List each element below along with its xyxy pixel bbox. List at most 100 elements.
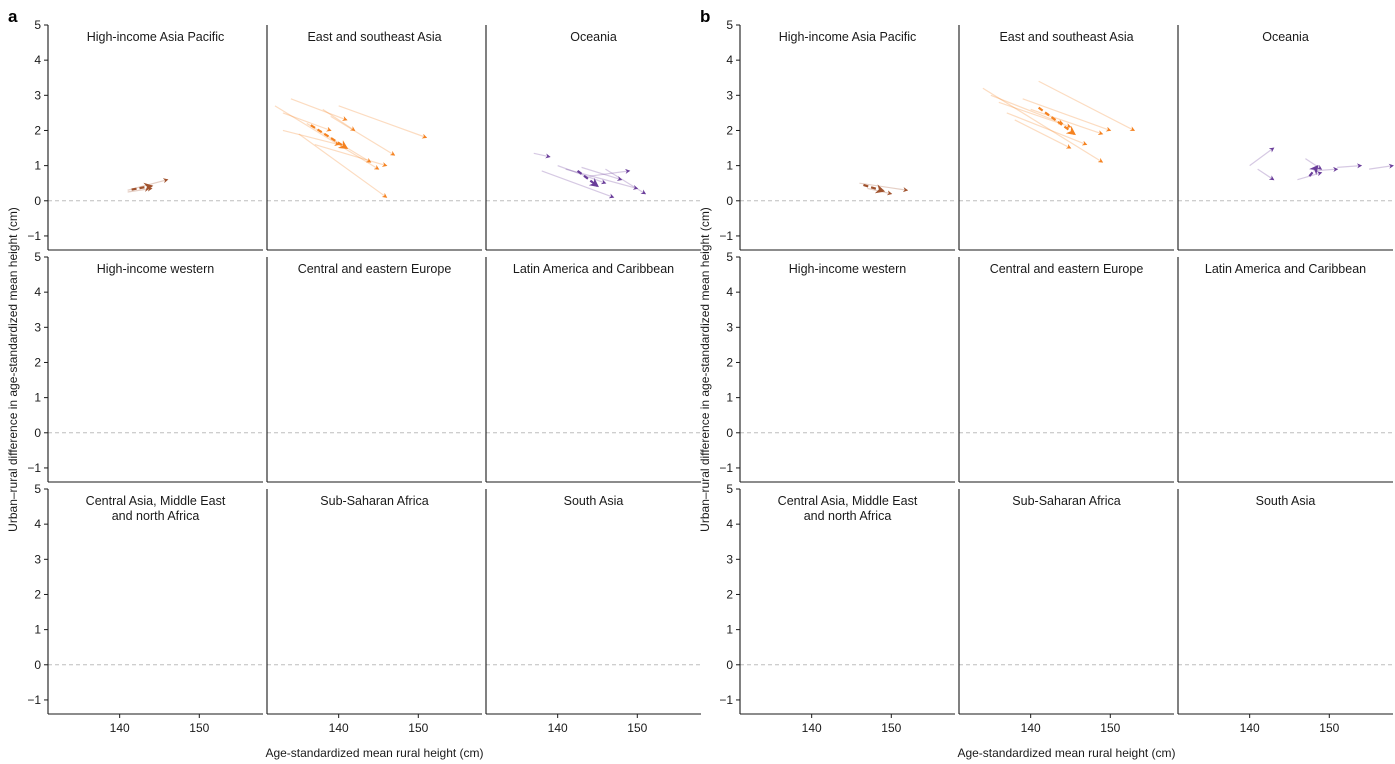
y-tick-label: 1 (726, 391, 733, 405)
country-trajectory (314, 143, 388, 167)
x-axis-label: Age-standardized mean rural height (cm) (957, 746, 1175, 760)
x-tick-label: 150 (1100, 721, 1120, 735)
y-tick-label: 4 (726, 53, 733, 67)
y-tick-label: 3 (34, 552, 41, 566)
panel-oceania: Oceania (485, 25, 701, 251)
country-trajectory (274, 105, 380, 170)
y-tick-label: 1 (726, 623, 733, 637)
y-tick-label: 3 (726, 320, 733, 334)
panel-title: Sub-Saharan Africa (1012, 494, 1120, 508)
panel-title: Central and eastern Europe (298, 262, 452, 276)
country-trajectory (282, 112, 332, 132)
panel-title: High-income Asia Pacific (779, 30, 917, 44)
panel-title: and north Africa (112, 509, 200, 523)
country-trajectory (322, 108, 356, 132)
y-tick-label: −1 (719, 461, 733, 475)
y-tick-label: 1 (34, 391, 41, 405)
country-trajectory (290, 98, 348, 121)
panel-title: Oceania (1262, 30, 1309, 44)
regional-trajectory (576, 170, 599, 188)
country-trajectory (1305, 158, 1323, 170)
y-tick-label: 2 (34, 123, 41, 137)
y-tick-label: 1 (34, 623, 41, 637)
y-tick-label: −1 (719, 229, 733, 243)
panel-oceania: Oceania (1177, 25, 1394, 251)
x-tick-label: 150 (408, 721, 428, 735)
x-tick-label: 140 (548, 721, 568, 735)
panel-east_se_asia: East and southeast Asia (266, 25, 482, 251)
country-trajectory (589, 168, 631, 177)
panel-camena: −1 0 1 2 3 4 5 140 150 Central Asia, Middle Easta… (719, 482, 955, 735)
y-tick-label: 3 (34, 88, 41, 102)
country-trajectory (298, 133, 388, 198)
y-tick-label: 5 (726, 482, 733, 496)
y-tick-label: 2 (726, 123, 733, 137)
y-tick-label: 4 (726, 517, 733, 531)
regional-trajectory (1308, 164, 1319, 177)
y-tick-label: 0 (34, 194, 41, 208)
x-tick-label: 150 (189, 721, 209, 735)
panel-title: High-income Asia Pacific (87, 30, 225, 44)
panel-title: High-income western (97, 262, 214, 276)
figure-letter: a (8, 7, 18, 26)
y-tick-label: 3 (726, 88, 733, 102)
y-tick-label: 4 (34, 285, 41, 299)
panel-ssa: 140 150 Sub-Saharan Africa (266, 489, 482, 735)
y-tick-label: 3 (34, 320, 41, 334)
panel-title: East and southeast Asia (999, 30, 1133, 44)
y-tick-label: 5 (34, 18, 41, 32)
y-tick-label: 3 (726, 552, 733, 566)
country-trajectory (605, 168, 647, 195)
panel-title: Oceania (570, 30, 617, 44)
panel-title: Latin America and Caribbean (1205, 262, 1366, 276)
y-axis-label: Urban–rural difference in age-standardiz… (6, 207, 20, 532)
y-tick-label: 0 (34, 658, 41, 672)
y-tick-label: 4 (34, 53, 41, 67)
y-tick-label: 5 (726, 18, 733, 32)
panel-east_se_asia: East and southeast Asia (958, 25, 1174, 251)
panel-title: and north Africa (804, 509, 892, 523)
panel-hi_western: −1 0 1 2 3 4 5 High-income western (27, 250, 263, 483)
y-tick-label: 1 (34, 159, 41, 173)
regional-trajectory (863, 183, 886, 194)
country-trajectory (533, 152, 551, 159)
x-tick-label: 150 (1319, 721, 1339, 735)
x-tick-label: 140 (329, 721, 349, 735)
panel-title: Central Asia, Middle East (778, 494, 918, 508)
country-trajectory (990, 94, 1064, 125)
panel-title: Sub-Saharan Africa (320, 494, 428, 508)
y-tick-label: 2 (726, 587, 733, 601)
country-trajectory (330, 115, 396, 156)
country-trajectory (1369, 163, 1394, 170)
panel-title: Central Asia, Middle East (86, 494, 226, 508)
country-trajectory (1006, 112, 1088, 146)
panel-title: High-income western (789, 262, 906, 276)
x-axis-label: Age-standardized mean rural height (cm) (265, 746, 483, 760)
country-trajectory (1337, 163, 1363, 169)
panel-title: Latin America and Caribbean (513, 262, 674, 276)
y-tick-label: 0 (726, 658, 733, 672)
figure-letter: b (700, 7, 710, 26)
country-trajectory (1313, 166, 1339, 172)
x-tick-label: 150 (627, 721, 647, 735)
panel-ce_europe: Central and eastern Europe (266, 257, 482, 483)
country-trajectory (982, 87, 1104, 163)
panel-title: South Asia (1256, 494, 1316, 508)
panel-title: Central and eastern Europe (990, 262, 1144, 276)
y-tick-label: 2 (726, 355, 733, 369)
y-tick-label: 0 (726, 194, 733, 208)
y-tick-label: −1 (27, 693, 41, 707)
y-tick-label: 5 (34, 250, 41, 264)
y-tick-label: 2 (34, 355, 41, 369)
panel-title: East and southeast Asia (307, 30, 441, 44)
figure-b: b Urban–rural difference in age-standardi… (698, 7, 1394, 760)
y-tick-label: −1 (719, 693, 733, 707)
panel-ce_europe: Central and eastern Europe (958, 257, 1174, 483)
country-trajectory (1022, 98, 1112, 132)
y-tick-label: 5 (726, 250, 733, 264)
panel-camena: −1 0 1 2 3 4 5 140 150 Central Asia, Middle Easta… (27, 482, 263, 735)
x-tick-label: 140 (1240, 721, 1260, 735)
x-tick-label: 140 (802, 721, 822, 735)
y-tick-label: 1 (726, 159, 733, 173)
